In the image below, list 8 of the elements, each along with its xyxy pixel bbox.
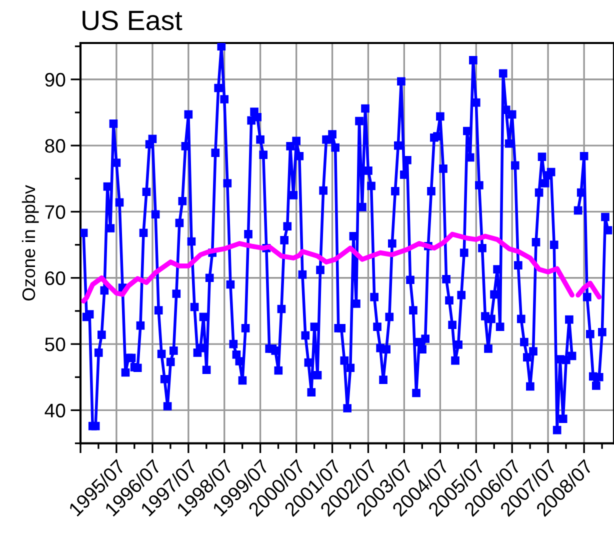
chart-title: US East — [82, 10, 182, 30]
y-axis-title: Ozone in ppbv — [22, 184, 39, 301]
y-tick-label: 40 — [44, 404, 66, 418]
y-tick-label: 70 — [45, 205, 66, 219]
y-tick-label: 60 — [45, 271, 66, 286]
y-tick-label: 50 — [45, 338, 66, 352]
y-tick-label: 80 — [45, 139, 66, 153]
y-tick-label: 90 — [45, 72, 66, 87]
